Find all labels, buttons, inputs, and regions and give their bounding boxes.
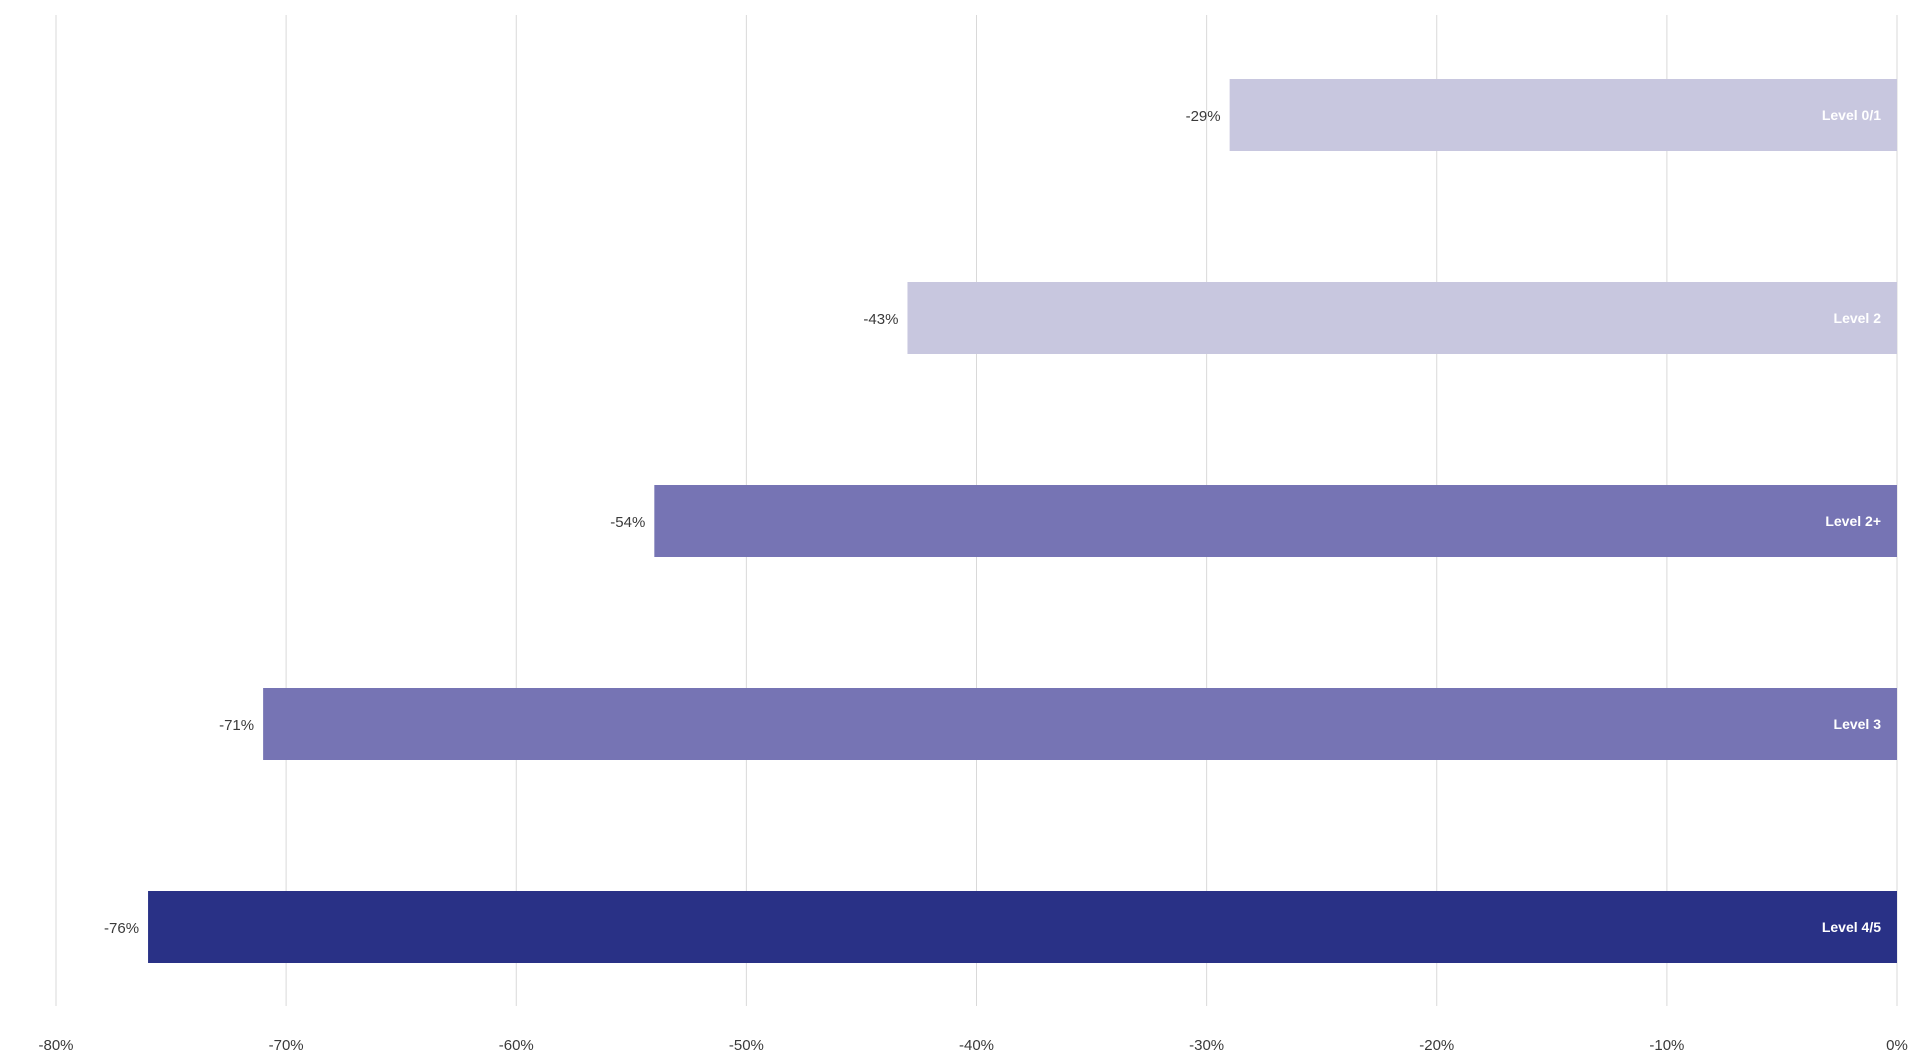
labels: -29% Level 0/1 -43% Level 2 -54% Level 2+ -71%… [104, 107, 1881, 937]
x-tick-label: 0% [1886, 1037, 1908, 1054]
x-tick-label: -20% [1419, 1037, 1454, 1054]
bar [1229, 79, 1897, 151]
x-tick-label: -10% [1649, 1037, 1684, 1054]
bar [907, 282, 1897, 354]
bar [263, 688, 1897, 760]
category-label: Level 0/1 [1822, 107, 1881, 123]
data-label: -76% [104, 920, 139, 937]
x-tick-label: -70% [269, 1037, 304, 1054]
bar [148, 891, 1897, 963]
x-tick-label: -80% [38, 1037, 73, 1054]
x-tick-label: -30% [1189, 1037, 1224, 1054]
data-label: -54% [610, 514, 645, 531]
bars [148, 79, 1898, 963]
x-tick-label: -60% [499, 1037, 534, 1054]
data-label: -71% [219, 717, 254, 734]
category-label: Level 2 [1834, 310, 1882, 326]
x-axis: -80% -70% -60% -50% -40% -30% -20% -10% 0% [38, 1037, 1907, 1054]
data-label: -29% [1186, 108, 1221, 125]
x-tick-label: -50% [729, 1037, 764, 1054]
category-label: Level 4/5 [1822, 919, 1881, 935]
category-label: Level 2+ [1825, 513, 1881, 529]
category-label: Level 3 [1834, 716, 1882, 732]
x-tick-label: -40% [959, 1037, 994, 1054]
bar [654, 485, 1898, 557]
data-label: -43% [863, 311, 898, 328]
